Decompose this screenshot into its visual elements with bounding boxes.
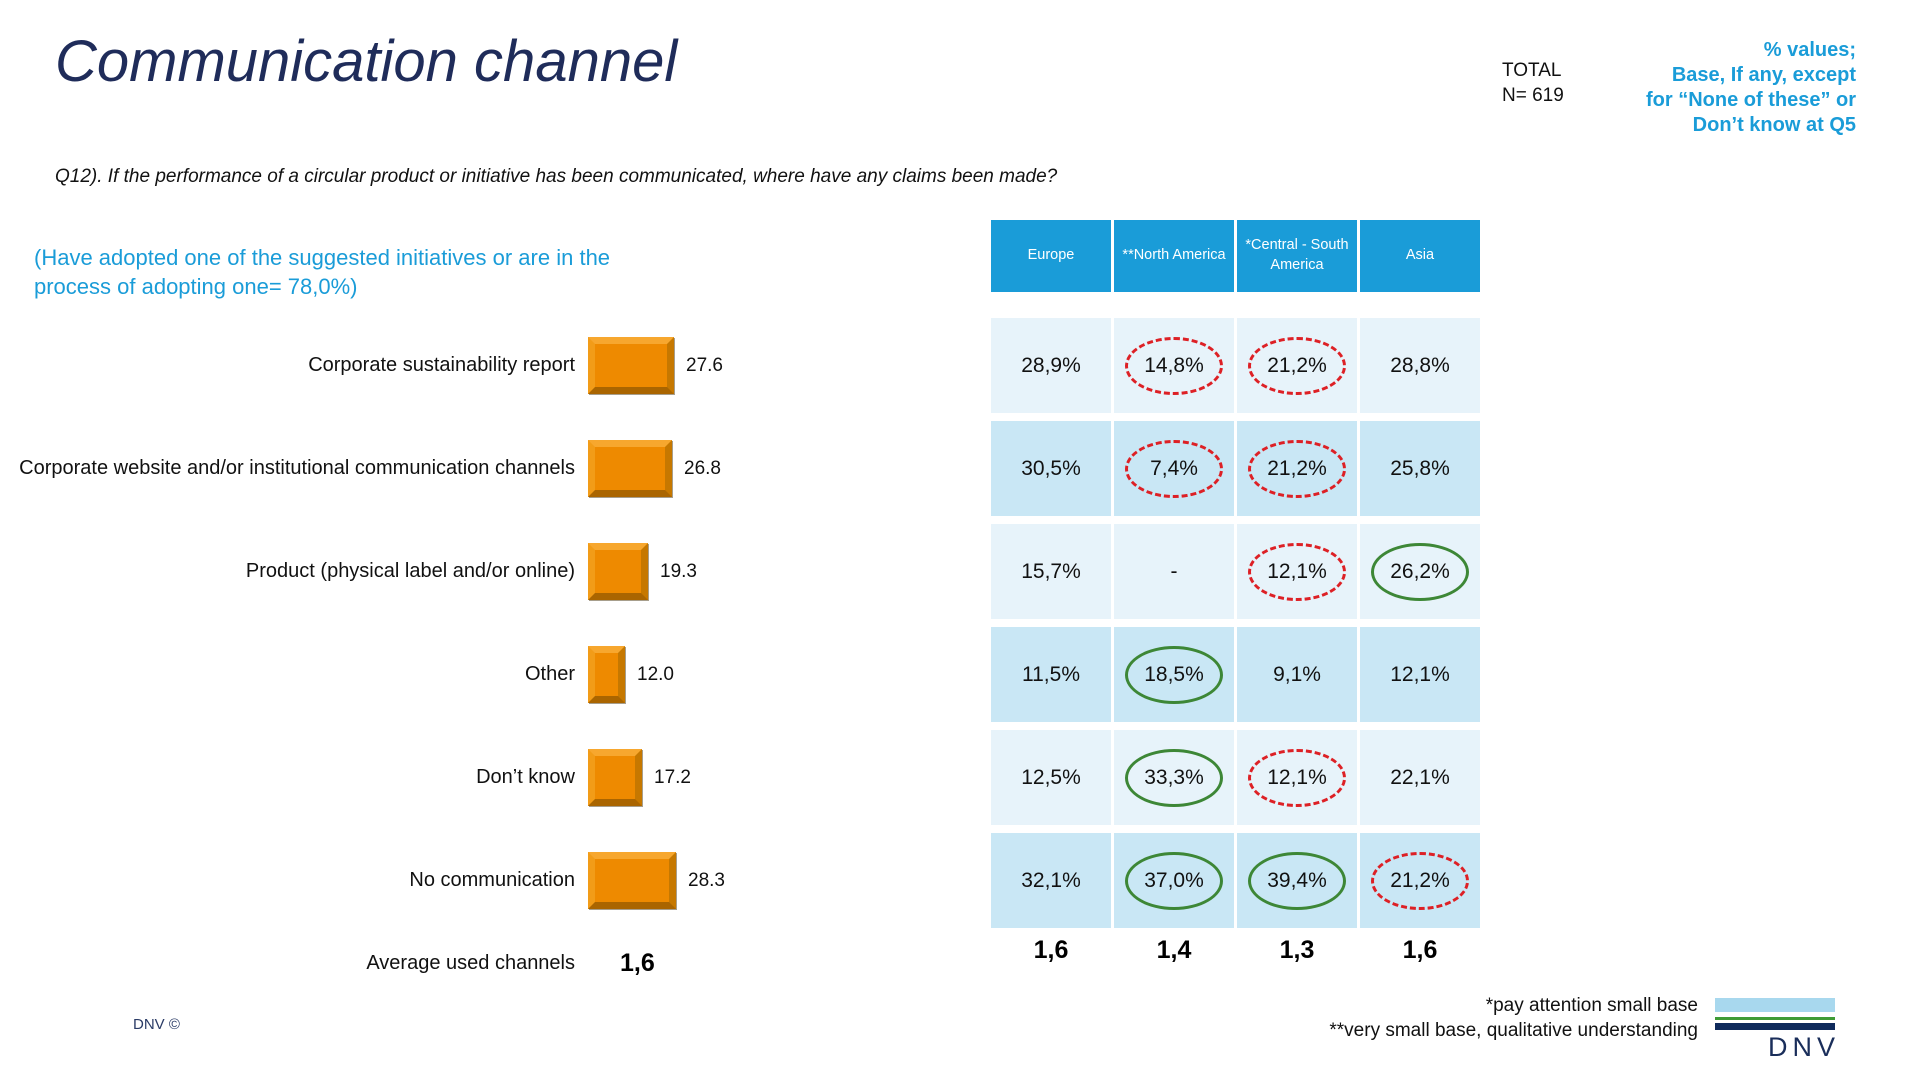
- bar-row: Don’t know 17.2: [0, 730, 840, 825]
- bar-category-label: Corporate website and/or institutional c…: [19, 457, 575, 479]
- bar-value-label: 12.0: [637, 663, 674, 685]
- total-label: TOTAL: [1502, 60, 1562, 81]
- average-value-central-south-america: 1,3: [1279, 936, 1315, 964]
- table-cell: 12,1%: [1237, 730, 1357, 825]
- footnote-small-base: *pay attention small base: [1485, 995, 1698, 1016]
- table-row: 28,9% 14,8% 21,2% 28,8%: [991, 318, 1480, 413]
- bar: [588, 440, 672, 497]
- table-cell: 21,2%: [1360, 833, 1480, 928]
- table-cell: 28,9%: [991, 318, 1111, 413]
- table-row: 15,7% - 12,1% 26,2%: [991, 524, 1480, 619]
- table-cell: 22,1%: [1360, 730, 1480, 825]
- copyright-text: DNV ©: [133, 1016, 180, 1033]
- table-cell: 7,4%: [1114, 421, 1234, 516]
- table-cell: 18,5%: [1114, 627, 1234, 722]
- table-cell: 33,3%: [1114, 730, 1234, 825]
- table-row: 12,5% 33,3% 12,1% 22,1%: [991, 730, 1480, 825]
- table-cell: 26,2%: [1360, 524, 1480, 619]
- table-cell: 12,5%: [991, 730, 1111, 825]
- table-cell: 30,5%: [991, 421, 1111, 516]
- table-cell: 15,7%: [991, 524, 1111, 619]
- table-cell: 14,8%: [1114, 318, 1234, 413]
- table-header-row: Europe **North America *Central - South …: [991, 220, 1480, 292]
- bar-category-label: Corporate sustainability report: [308, 354, 575, 376]
- bar: [588, 749, 642, 806]
- table-cell: 39,4%: [1237, 833, 1357, 928]
- column-header-central-south-america: *Central - South America: [1237, 220, 1357, 292]
- dnv-logo-lightblue-bar: [1715, 998, 1835, 1012]
- table-cell: 25,8%: [1360, 421, 1480, 516]
- bar-category-label: Don’t know: [476, 766, 575, 788]
- base-note-line: Base, If any, except: [1671, 64, 1856, 86]
- base-note: % values; Base, If any, except for “None…: [1646, 38, 1856, 138]
- average-row: Average used channels 1,6: [0, 936, 840, 990]
- bar-value-label: 17.2: [654, 766, 691, 788]
- dnv-logo-navy-bar: [1715, 1023, 1835, 1030]
- table-cell: 32,1%: [991, 833, 1111, 928]
- average-value-asia: 1,6: [1402, 936, 1438, 964]
- page-title: Communication channel: [55, 29, 678, 94]
- table-row: 30,5% 7,4% 21,2% 25,8%: [991, 421, 1480, 516]
- bar-value-label: 28.3: [688, 869, 725, 891]
- table-cell: 37,0%: [1114, 833, 1234, 928]
- table-cell: 11,5%: [991, 627, 1111, 722]
- average-value-europe: 1,6: [1033, 936, 1069, 964]
- column-header-north-america: **North America: [1114, 220, 1234, 292]
- dnv-logo-text: DNV: [1767, 1032, 1840, 1062]
- bar: [588, 852, 676, 909]
- bar-category-label: Product (physical label and/or online): [245, 560, 575, 582]
- dnv-logo-green-bar: [1715, 1017, 1835, 1020]
- table-cell: 9,1%: [1237, 627, 1357, 722]
- adoption-annotation: (Have adopted one of the suggested initi…: [34, 245, 611, 299]
- column-header-europe: Europe: [991, 220, 1111, 292]
- bar: [588, 337, 674, 394]
- footnote-very-small-base: **very small base, qualitative understan…: [1329, 1020, 1698, 1041]
- base-note-line: % values;: [1763, 39, 1856, 61]
- average-value-total: 1,6: [620, 948, 655, 977]
- total-base: TOTAL N= 619: [1502, 58, 1564, 108]
- bar-value-label: 19.3: [660, 560, 697, 582]
- bar-chart: Corporate sustainability report 27.6 Cor…: [0, 318, 840, 990]
- average-label: Average used channels: [366, 951, 575, 974]
- base-note-line: Don’t know at Q5: [1692, 114, 1856, 136]
- bar-category-label: No communication: [409, 869, 575, 891]
- table-cell: -: [1114, 524, 1234, 619]
- table-cell: 12,1%: [1237, 524, 1357, 619]
- table-cell: 12,1%: [1360, 627, 1480, 722]
- region-table: Europe **North America *Central - South …: [991, 220, 1480, 965]
- bar-value-label: 26.8: [684, 457, 721, 479]
- footnotes: *pay attention small base **very small b…: [1329, 993, 1698, 1043]
- bar-row: Other 12.0: [0, 627, 840, 722]
- table-cell: 28,8%: [1360, 318, 1480, 413]
- bar: [588, 543, 648, 600]
- question-text: Q12). If the performance of a circular p…: [55, 166, 1058, 187]
- average-value-north-america: 1,4: [1156, 936, 1192, 964]
- bar-row: Corporate sustainability report 27.6: [0, 318, 840, 413]
- column-header-asia: Asia: [1360, 220, 1480, 292]
- bar-row: Product (physical label and/or online) 1…: [0, 524, 840, 619]
- table-average-row: 1,6 1,4 1,3 1,6: [991, 936, 1480, 965]
- total-n: N= 619: [1502, 85, 1564, 106]
- table-row: 32,1% 37,0% 39,4% 21,2%: [991, 833, 1480, 928]
- dnv-logo: DNV: [1715, 998, 1835, 1061]
- bar-value-label: 27.6: [686, 354, 723, 376]
- table-cell: 21,2%: [1237, 421, 1357, 516]
- bar-row: No communication 28.3: [0, 833, 840, 928]
- bar-row: Corporate website and/or institutional c…: [0, 421, 840, 516]
- base-note-line: for “None of these” or: [1645, 89, 1856, 111]
- table-row: 11,5% 18,5% 9,1% 12,1%: [991, 627, 1480, 722]
- table-cell: 21,2%: [1237, 318, 1357, 413]
- bar-category-label: Other: [524, 663, 575, 685]
- bar: [588, 646, 625, 703]
